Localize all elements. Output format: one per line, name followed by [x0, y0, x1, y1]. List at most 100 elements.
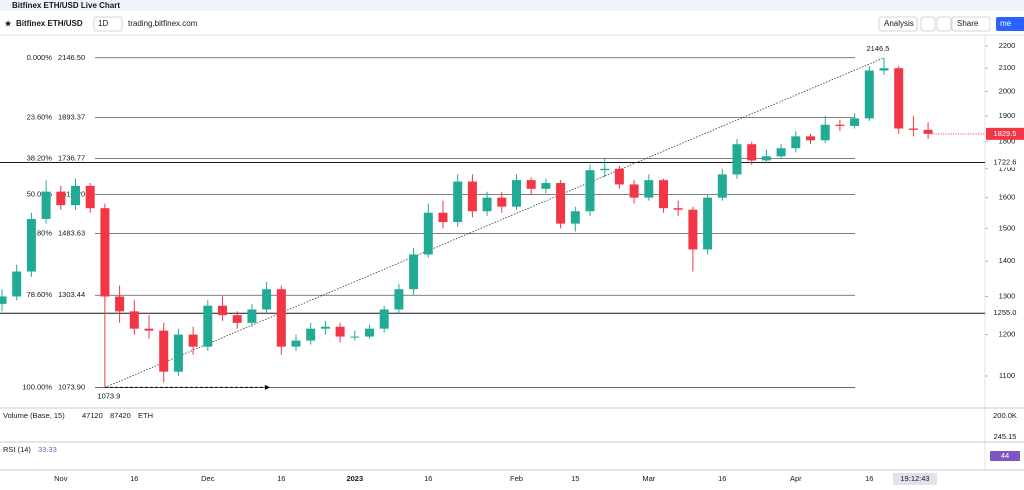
candle-body — [644, 180, 654, 198]
candle-body — [482, 197, 492, 212]
rsi-reading: 33.33 — [38, 445, 57, 454]
candle-body — [379, 309, 389, 329]
interval-box[interactable] — [93, 16, 123, 32]
x-tick-label: Feb — [510, 474, 523, 483]
level-tag — [987, 157, 1024, 168]
last-price-tag — [986, 127, 1024, 140]
draw-button[interactable] — [936, 16, 952, 32]
candle-body — [850, 118, 860, 126]
y-tick-label: 2100 — [999, 63, 1016, 72]
candle-body — [732, 144, 742, 175]
volume-reading: ETH — [138, 411, 153, 420]
countdown: 19:12:43 — [900, 474, 929, 483]
candle-body — [879, 68, 889, 71]
fib-ratio: 50.00% — [27, 190, 53, 199]
candle-body — [600, 168, 610, 171]
candle-body — [629, 184, 639, 198]
page-title: Bitfinex ETH/USD Live Chart — [12, 1, 120, 10]
x-tick-label: Dec — [201, 474, 215, 483]
user-badge-box[interactable] — [996, 17, 1024, 31]
fib-ratio: 23.60% — [27, 112, 53, 121]
y-tick-label: 1300 — [999, 291, 1016, 300]
candle-body — [423, 212, 433, 255]
analysis-box[interactable] — [878, 16, 918, 32]
x-tick-label: 2023 — [346, 474, 363, 483]
level-label: 1255.0 — [994, 308, 1017, 317]
candle-body — [12, 271, 22, 297]
candle-body — [129, 311, 139, 329]
fib-ratio: 100.00% — [22, 382, 52, 391]
trend-line — [104, 57, 885, 388]
candle-body — [453, 181, 463, 223]
x-tick-label: Nov — [54, 474, 68, 483]
rsi-title: RSI (14) — [3, 445, 31, 454]
candle-body — [526, 180, 536, 189]
fib-price: 1073.90 — [58, 382, 85, 391]
interval[interactable]: 1D — [98, 19, 108, 28]
candle-body — [0, 296, 7, 304]
last-price-label: 1829.5 — [994, 129, 1017, 138]
candle-body — [232, 315, 242, 323]
candle-body — [291, 340, 301, 347]
analysis-button[interactable]: Analysis — [884, 19, 914, 28]
share-box[interactable] — [951, 16, 991, 32]
y-tick-label: 2200 — [999, 41, 1016, 50]
volume-reading: 47120 — [82, 411, 103, 420]
candle-body — [247, 309, 257, 323]
volume-reading: 87420 — [110, 411, 131, 420]
fib-price: 1303.44 — [58, 290, 85, 299]
candle-body — [188, 334, 198, 347]
candle-body — [438, 212, 448, 223]
fib-price: 1893.37 — [58, 112, 85, 121]
candle-body — [761, 156, 771, 161]
candle-body — [159, 330, 169, 372]
candle-body — [835, 124, 845, 126]
candle-body — [335, 326, 345, 337]
candle-body — [115, 296, 125, 312]
candle-body — [791, 136, 801, 149]
candle-body — [864, 70, 874, 119]
x-tick-label: 16 — [130, 474, 138, 483]
candle-body — [144, 328, 154, 331]
y-tick-label: 1400 — [999, 256, 1016, 265]
candle-body — [85, 185, 95, 209]
window-bar — [0, 0, 1024, 11]
candle-body — [409, 254, 419, 290]
x-tick-label: 16 — [865, 474, 873, 483]
candle-body — [747, 144, 757, 161]
y-tick-label: 1700 — [999, 164, 1016, 173]
candle-body — [173, 334, 183, 372]
star-icon[interactable]: ★ — [4, 18, 12, 28]
candle-body — [894, 68, 904, 129]
x-tick-label: 16 — [718, 474, 726, 483]
candle-body — [908, 128, 918, 130]
candle-body — [497, 197, 507, 207]
y-tick-label: 1500 — [999, 223, 1016, 232]
source-link[interactable]: trading.bitfinex.com — [128, 19, 198, 28]
rsi-axis-label: 44 — [1001, 451, 1009, 460]
candle-body — [71, 185, 80, 206]
y-tick-label: 1200 — [999, 330, 1016, 339]
volume-axis-label: 200.0K — [993, 411, 1017, 420]
fib-price: 1736.77 — [58, 154, 85, 163]
y-tick-label: 1100 — [999, 371, 1015, 380]
y-tick-label: 1600 — [999, 193, 1016, 202]
rsi-axis-tag — [990, 451, 1020, 461]
symbol[interactable]: Bitfinex ETH/USD — [16, 19, 83, 28]
indicator-button[interactable] — [920, 16, 936, 32]
x-tick-label: 15 — [571, 474, 579, 483]
candle-body — [820, 124, 830, 141]
user-badge[interactable]: me — [1000, 19, 1012, 28]
candle-body — [320, 326, 330, 329]
fib-ratio: 61.80% — [27, 229, 53, 238]
candle-body — [394, 289, 404, 310]
candle-body — [703, 197, 713, 250]
candle-body — [350, 336, 360, 338]
candle-body — [541, 183, 551, 189]
x-tick-label: 16 — [424, 474, 432, 483]
y-tick-label: 2000 — [999, 86, 1016, 95]
candle-body — [806, 136, 815, 141]
share-button[interactable]: Share — [957, 19, 979, 28]
y-tick-label: 1800 — [999, 137, 1016, 146]
